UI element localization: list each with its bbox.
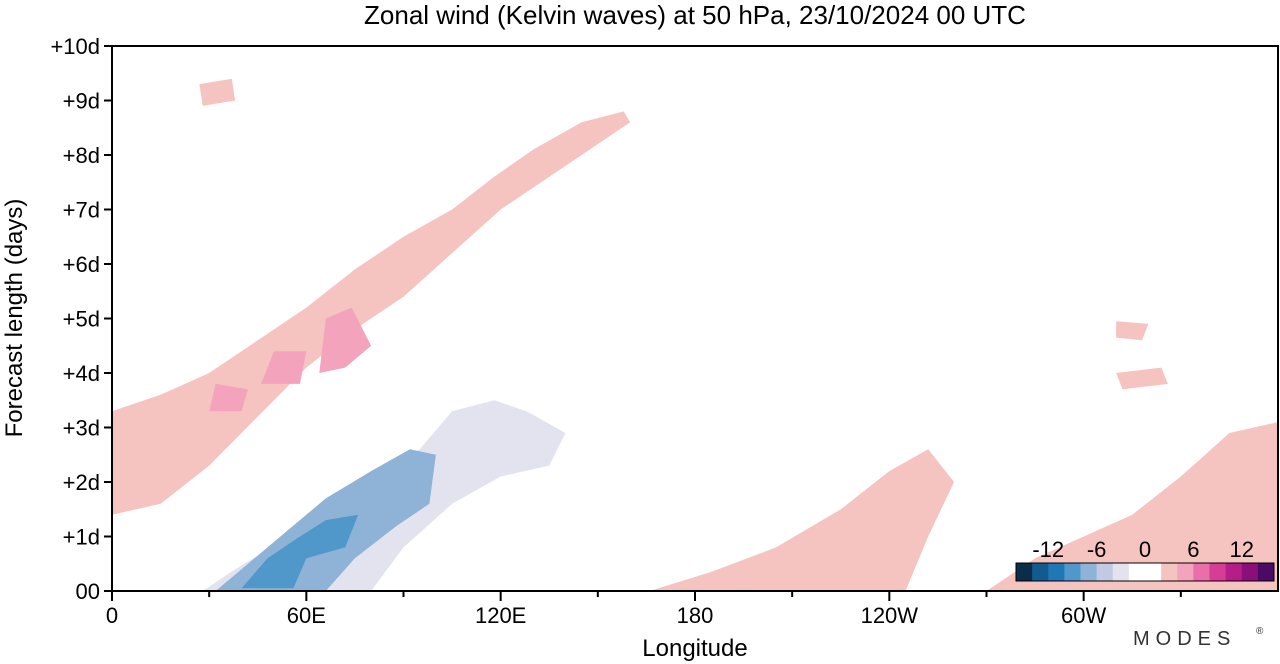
x-axis: 0 60E 120E 180 120W 60W: [106, 591, 1182, 628]
colorbar-swatch: [1064, 563, 1081, 581]
colorbar-tick-label: 12: [1230, 537, 1254, 562]
contour-region-positive-east-d: [1116, 321, 1149, 341]
chart-title: Zonal wind (Kelvin waves) at 50 hPa, 23/…: [364, 0, 1026, 30]
x-tick-label: 120E: [475, 603, 526, 628]
y-tick-label: +4d: [63, 361, 100, 386]
y-tick-label: +6d: [63, 252, 100, 277]
colorbar-tick-label: 0: [1139, 537, 1151, 562]
colorbar-swatch: [1080, 563, 1098, 581]
x-tick-label: 60W: [1061, 603, 1106, 628]
modes-logo: MODES: [1133, 628, 1236, 650]
y-tick-label: +9d: [63, 89, 100, 114]
y-axis: 00 +1d +2d +3d +4d +5d +6d +7d +8d +9d +10d: [50, 34, 112, 604]
x-tick-label: 0: [106, 603, 118, 628]
y-tick-label: +8d: [63, 143, 100, 168]
contour-region-negative-mid-dateline: [792, 198, 831, 264]
x-tick-label: 120W: [861, 603, 919, 628]
x-tick-label: 180: [677, 603, 714, 628]
y-tick-label: +5d: [63, 307, 100, 332]
colorbar-swatch: [1241, 563, 1259, 581]
colorbar-swatch: [1016, 563, 1033, 581]
colorbar-tick-label: -12: [1032, 537, 1064, 562]
colorbar-swatch: [1096, 563, 1114, 581]
contour-region-positive-wave-west: [112, 111, 631, 515]
contour-region-positive-core-c: [319, 307, 372, 373]
colorbar-swatch: [1128, 563, 1146, 581]
y-tick-label: +7d: [63, 198, 100, 223]
colorbar-swatch: [1193, 563, 1210, 581]
colorbar-tick-label: 6: [1187, 537, 1199, 562]
y-tick-label: 00: [76, 579, 100, 604]
contour-region-positive-core-b: [261, 351, 307, 384]
y-tick-label: +10d: [50, 34, 100, 59]
contour-region-positive-upper-west: [199, 78, 236, 106]
contour-region-positive-core-a: [209, 383, 248, 412]
registered-mark-icon: ®: [1256, 626, 1264, 637]
colorbar-swatch: [1032, 563, 1049, 581]
x-tick-label: 60E: [287, 603, 326, 628]
colorbar-tick-label: -6: [1087, 537, 1107, 562]
contour-region-negative-wave-core: [241, 514, 359, 589]
colorbar-swatch: [1161, 563, 1178, 581]
contour-region-negative-upper-east: [850, 122, 909, 166]
colorbar-frame: [1015, 562, 1275, 582]
x-axis-label: Longitude: [642, 635, 747, 662]
colorbar-swatch: [1225, 563, 1243, 581]
y-tick-label: +1d: [63, 525, 100, 550]
y-tick-label: +3d: [63, 416, 100, 441]
contour-fill-layer: [112, 78, 1278, 591]
contour-region-positive-east-b: [986, 422, 1278, 591]
colorbar-swatch: [1048, 563, 1065, 581]
y-tick-label: +2d: [63, 470, 100, 495]
plot-frame: [111, 45, 1279, 592]
colorbar-swatch: [1145, 563, 1162, 581]
colorbar: -12 -6 0 6 12: [1015, 537, 1275, 582]
colorbar-swatch: [1209, 563, 1227, 581]
colorbar-swatch: [1257, 563, 1275, 581]
contour-region-positive-east-c: [1116, 367, 1168, 390]
y-axis-label: Forecast length (days): [1, 199, 28, 438]
colorbar-swatch: [1177, 563, 1194, 581]
colorbar-swatch: [1112, 563, 1130, 581]
contour-region-positive-east-a: [649, 449, 955, 591]
